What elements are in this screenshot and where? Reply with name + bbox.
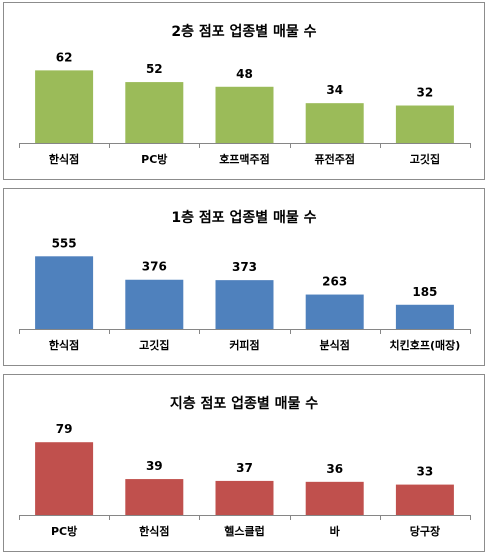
bar: [125, 82, 184, 143]
data-label: 37: [236, 461, 253, 475]
category-label: 치킨호프(매장): [390, 338, 461, 352]
data-label: 33: [417, 465, 434, 479]
category-label: 당구장: [410, 524, 440, 538]
bar: [125, 279, 184, 329]
category-label: PC방: [141, 152, 167, 166]
data-label: 39: [146, 459, 163, 473]
category-label: 분식점: [320, 338, 350, 352]
bar: [395, 304, 454, 329]
category-label: 한식점: [49, 338, 79, 352]
category-label: 커피점: [229, 338, 259, 352]
bar: [305, 481, 364, 515]
category-label: 고깃집: [410, 152, 440, 166]
data-label: 32: [417, 86, 434, 100]
bar: [215, 86, 274, 143]
chart-title: 2층 점포 업종별 매물 수: [171, 23, 316, 40]
bar: [215, 480, 274, 515]
chart-panel-2nd-floor: 2층 점포 업종별 매물 수 62 한식점 52 PC방 48 호프맥주점 34 퓨전주점 32 고…: [3, 2, 485, 180]
bar-chart-2nd-floor: 2층 점포 업종별 매물 수 62 한식점 52 PC방 48 호프맥주점 34 퓨전주점 32 고…: [19, 23, 471, 166]
data-label: 263: [322, 275, 347, 289]
chart-panel-1st-floor: 1층 점포 업종별 매물 수 555 한식점 376 고깃집 373 커피점 263 분식점 18…: [3, 188, 485, 366]
category-label: 한식점: [139, 524, 169, 538]
category-label: 헬스클럽: [224, 524, 264, 538]
data-label: 36: [326, 462, 343, 476]
data-label: 373: [232, 260, 257, 274]
bar: [305, 103, 364, 143]
data-label: 79: [56, 422, 73, 436]
data-label: 62: [56, 50, 73, 64]
bar: [125, 479, 184, 515]
bar-chart-basement: 지층 점포 업종별 매물 수 79 PC방 39 한식점 37 헬스클럽 36 바 33 당구장: [19, 395, 471, 538]
bar: [395, 105, 454, 143]
category-label: 퓨전주점: [314, 152, 354, 166]
data-label: 34: [326, 83, 343, 97]
chart-title: 1층 점포 업종별 매물 수: [171, 209, 316, 226]
category-label: 호프맥주점: [219, 152, 270, 166]
bar: [215, 280, 274, 329]
bar: [35, 442, 94, 515]
category-label: PC방: [51, 524, 77, 538]
data-label: 48: [236, 67, 253, 81]
data-label: 555: [52, 236, 77, 250]
chart-panel-basement: 지층 점포 업종별 매물 수 79 PC방 39 한식점 37 헬스클럽 36 바 33 당구장: [3, 374, 485, 552]
category-label: 고깃집: [139, 338, 169, 352]
bar: [305, 294, 364, 329]
data-label: 52: [146, 62, 163, 76]
bar-chart-1st-floor: 1층 점포 업종별 매물 수 555 한식점 376 고깃집 373 커피점 263 분식점 18…: [19, 209, 471, 352]
bar: [35, 256, 94, 329]
data-label: 376: [142, 260, 167, 274]
category-label: 바: [330, 524, 341, 538]
chart-title: 지층 점포 업종별 매물 수: [170, 395, 318, 412]
bar: [35, 70, 94, 143]
data-label: 185: [412, 285, 437, 299]
bar: [395, 484, 454, 515]
category-label: 한식점: [49, 152, 79, 166]
